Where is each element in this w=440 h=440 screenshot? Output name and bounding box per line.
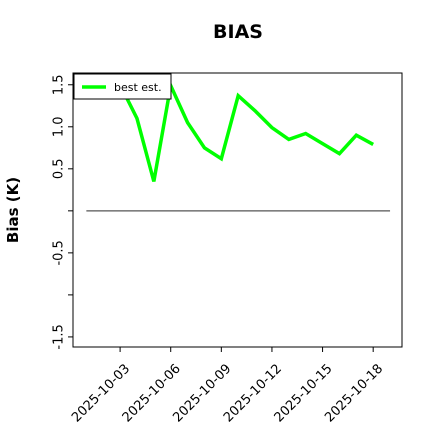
- y-tick-label: 1.5: [52, 74, 67, 95]
- y-axis-label: Bias (K): [4, 177, 22, 243]
- y-tick-label: 1.0: [52, 116, 67, 137]
- legend-label: best est.: [114, 81, 162, 94]
- y-tick-label: 0.5: [52, 158, 67, 179]
- plot-frame: [72, 72, 403, 348]
- y-tick-label: -1.5: [52, 324, 67, 349]
- y-tick-label: -0.5: [52, 240, 67, 265]
- data-line: [118, 79, 375, 182]
- chart-title: BIAS: [213, 21, 263, 43]
